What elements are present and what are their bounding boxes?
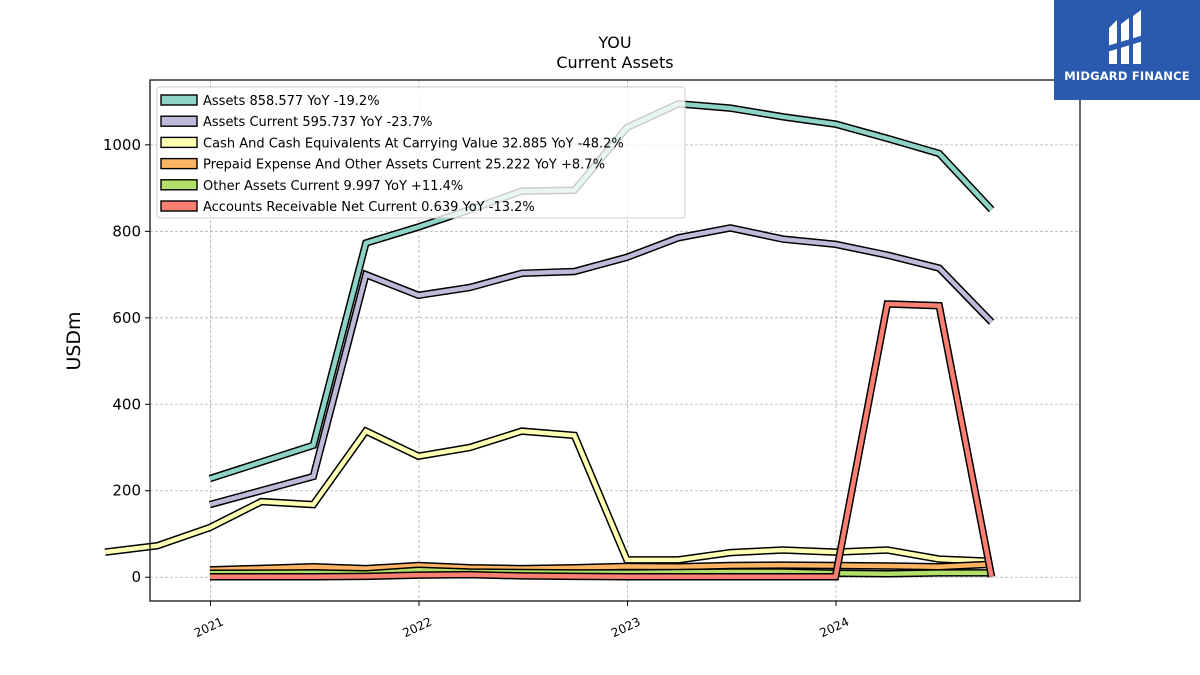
x-tick-label: 2023 — [609, 615, 643, 641]
y-tick-label: 600 — [112, 309, 141, 327]
series-line — [209, 301, 994, 580]
y-tick-label: 400 — [112, 395, 141, 413]
y-tick-label: 0 — [131, 568, 141, 586]
series-line — [104, 428, 992, 564]
legend-swatch — [160, 136, 198, 149]
legend-entry: Other Assets Current 9.997 YoY +11.4% — [203, 179, 463, 194]
legend-entry: Prepaid Expense And Other Assets Current… — [203, 158, 605, 173]
legend-entry: Cash And Cash Equivalents At Carrying Va… — [203, 136, 624, 151]
x-tick-label: 2022 — [400, 615, 434, 641]
legend-swatch — [160, 157, 198, 170]
legend-swatch — [160, 179, 198, 191]
y-tick-label: 200 — [112, 482, 141, 500]
legend-box — [156, 86, 686, 219]
legend-entry: Assets 858.577 YoY -19.2% — [203, 94, 380, 109]
legend-swatch — [160, 200, 198, 212]
chart-subtitle: Current Assets — [556, 53, 673, 72]
legend-swatch — [160, 115, 198, 127]
logo-mark-icon — [1107, 10, 1147, 64]
brand-logo: MIDGARD FINANCE — [1054, 0, 1200, 100]
legend-swatch — [160, 94, 198, 106]
y-axis-label: USDm — [63, 311, 85, 370]
series-line — [209, 561, 992, 573]
series-assets-current — [208, 224, 995, 509]
x-tick-label: 2024 — [818, 615, 852, 641]
y-axis: 0 200 400 600 800 1000 — [103, 136, 150, 586]
x-axis: 2021 2022 2023 2024 — [192, 601, 851, 640]
brand-name: MIDGARD FINANCE — [1064, 69, 1190, 83]
plot-frame — [149, 79, 1081, 602]
legend: Assets 858.577 YoY -19.2% Assets Current … — [156, 86, 686, 219]
series-prepaid-expense-and-other-assets-current — [209, 560, 992, 574]
x-tick-label: 2021 — [192, 615, 226, 641]
series-cash-and-cash-equivalents-at-carrying-value — [104, 426, 992, 565]
series-outline — [209, 300, 996, 581]
legend-entry: Accounts Receivable Net Current 0.639 Yo… — [203, 200, 535, 215]
y-tick-label: 800 — [112, 222, 141, 240]
y-tick-label: 1000 — [103, 136, 141, 154]
series-accounts-receivable-net-current — [209, 300, 996, 581]
series-line — [209, 225, 994, 507]
legend-entry: Assets Current 595.737 YoY -23.7% — [203, 115, 433, 130]
chart-title: YOU — [597, 33, 631, 52]
